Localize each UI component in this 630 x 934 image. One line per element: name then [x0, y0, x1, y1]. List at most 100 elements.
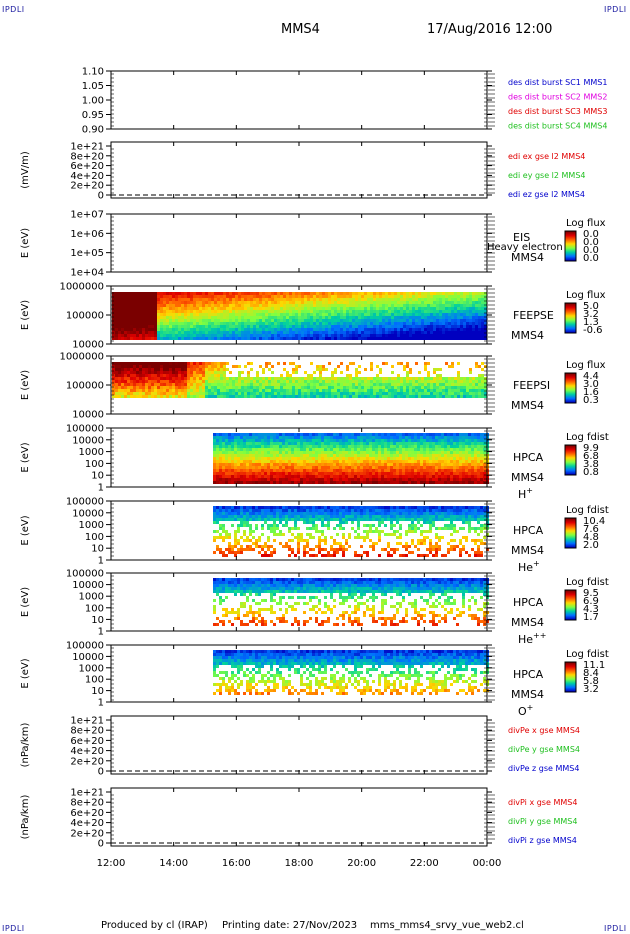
spectrogram-cell: [466, 292, 469, 295]
spectrogram-cell: [351, 454, 354, 457]
spectrogram-cell: [261, 445, 264, 448]
spectrogram-cell: [283, 298, 286, 301]
spectrogram-cell: [418, 334, 421, 337]
spectrogram-cell: [282, 460, 285, 463]
spectrogram-cell: [214, 392, 217, 395]
spectrogram-cell: [472, 386, 475, 389]
spectrogram-cell: [339, 451, 342, 454]
spectrogram-cell: [358, 322, 361, 325]
spectrogram-cell: [310, 389, 313, 392]
spectrogram-cell: [432, 448, 435, 451]
spectrogram-cell: [355, 380, 358, 383]
spectrogram-cell: [231, 451, 234, 454]
spectrogram-cell: [250, 368, 253, 371]
spectrogram-cell: [139, 316, 142, 319]
spectrogram-cell: [337, 395, 340, 398]
spectrogram-cell: [342, 454, 345, 457]
colorbar-frame: [564, 302, 577, 334]
spectrogram-cell: [355, 307, 358, 310]
spectrogram-cell: [357, 472, 360, 475]
spectrogram-cell: [475, 316, 478, 319]
spectrogram-cell: [273, 463, 276, 466]
spectrogram-cell: [469, 380, 472, 383]
spectrogram-cell: [246, 472, 249, 475]
spectrogram-cell: [258, 448, 261, 451]
spectrogram-cell: [337, 304, 340, 307]
spectrogram-cell: [325, 383, 328, 386]
spectrogram-cell: [252, 445, 255, 448]
spectrogram-cell: [247, 292, 250, 295]
spectrogram-cell: [307, 331, 310, 334]
spectrogram-cell: [351, 439, 354, 442]
spectrogram-cell: [426, 457, 429, 460]
spectrogram-cell: [318, 475, 321, 478]
spectrogram-cell: [178, 374, 181, 377]
spectrogram-cell: [231, 463, 234, 466]
spectrogram-cell: [472, 383, 475, 386]
corner-label-top-left: IPDLI: [2, 5, 25, 14]
spectrogram-cell: [330, 445, 333, 448]
spectrogram-cell: [400, 392, 403, 395]
spectrogram-cell: [265, 313, 268, 316]
spectrogram-cell: [393, 448, 396, 451]
spectrogram-cell: [421, 337, 424, 340]
spectrogram-cell: [241, 304, 244, 307]
spectrogram-cell: [352, 319, 355, 322]
spectrogram-cell: [238, 380, 241, 383]
spectrogram-cell: [436, 325, 439, 328]
spectrogram-cell: [127, 392, 130, 395]
spectrogram-cell: [442, 319, 445, 322]
spectrogram-cell: [145, 319, 148, 322]
spectrogram-cell: [369, 463, 372, 466]
spectrogram-cell: [420, 460, 423, 463]
spectrogram-cell: [439, 389, 442, 392]
spectrogram-cell: [295, 295, 298, 298]
spectrogram-cell: [325, 310, 328, 313]
spectrogram-cell: [217, 386, 220, 389]
spectrogram-cell: [412, 380, 415, 383]
spectrogram-cell: [295, 301, 298, 304]
spectrogram-cell: [217, 298, 220, 301]
spectrogram-cell: [139, 392, 142, 395]
spectrogram-cell: [325, 322, 328, 325]
spectrogram-cell: [342, 439, 345, 442]
spectrogram-cell: [315, 433, 318, 436]
spectrogram-cell: [369, 478, 372, 481]
spectrogram-cell: [145, 337, 148, 340]
spectrogram-cell: [273, 454, 276, 457]
spectrogram-cell: [115, 325, 118, 328]
spectrogram-cell: [345, 478, 348, 481]
spectrogram-cell: [457, 316, 460, 319]
spectrogram-cell: [319, 365, 322, 368]
spectrogram-cell: [250, 304, 253, 307]
spectrogram-cell: [429, 436, 432, 439]
spectrogram-cell: [307, 310, 310, 313]
spectrogram-cell: [427, 301, 430, 304]
spectrogram-cell: [232, 325, 235, 328]
spectrogram-cell: [255, 445, 258, 448]
spectrogram-cell: [250, 319, 253, 322]
spectrogram-cell: [199, 304, 202, 307]
spectrogram-cell: [336, 439, 339, 442]
spectrogram-cell: [319, 395, 322, 398]
spectrogram-cell: [199, 295, 202, 298]
spectrogram-cell: [202, 301, 205, 304]
spectrogram-cell: [334, 368, 337, 371]
spectrogram-cell: [405, 442, 408, 445]
spectrogram-cell: [364, 383, 367, 386]
spectrogram-cell: [375, 463, 378, 466]
spectrogram-cell: [151, 334, 154, 337]
spectrogram-cell: [202, 365, 205, 368]
spectrogram-cell: [175, 395, 178, 398]
spectrogram-cell: [288, 457, 291, 460]
spectrogram-cell: [430, 304, 433, 307]
spectrogram-cell: [145, 362, 148, 365]
spectrogram-cell: [286, 298, 289, 301]
spectrogram-cell: [157, 316, 160, 319]
spectrogram-cell: [417, 442, 420, 445]
spectrogram-cell: [454, 304, 457, 307]
spectrogram-cell: [415, 325, 418, 328]
spectrogram-cell: [421, 316, 424, 319]
spectrogram-cell: [319, 334, 322, 337]
spectrogram-cell: [394, 295, 397, 298]
